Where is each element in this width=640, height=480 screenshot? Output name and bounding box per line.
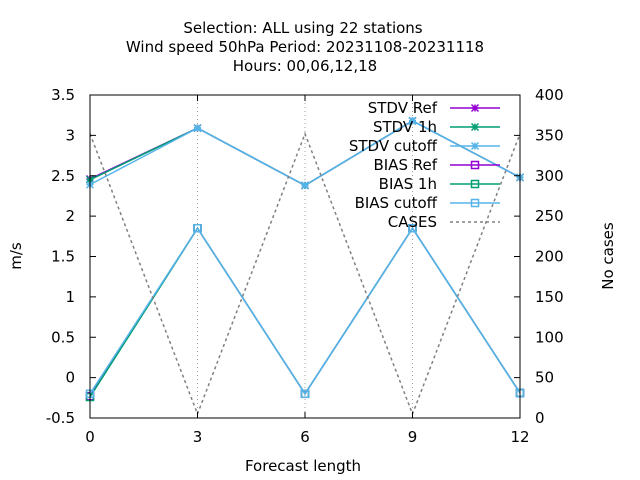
- y-tick-label: 2: [65, 207, 75, 225]
- y2-tick-label: 300: [535, 167, 564, 185]
- axis-ticks: 0 3 6 9 12 -0.5 0 0.5 1 1.5 2 2.5 3 3.5 0 50 100 150 200 25…: [46, 86, 564, 446]
- legend-label: STDV cutoff: [349, 137, 438, 155]
- y-tick-label: 2.5: [51, 167, 75, 185]
- y-tick-label: -0.5: [46, 409, 75, 427]
- title-line-3: Hours: 00,06,12,18: [233, 57, 377, 75]
- y2-axis-label: No cases: [599, 222, 617, 290]
- y2-tick-label: 150: [535, 288, 564, 306]
- legend-label: BIAS Ref: [373, 156, 437, 174]
- y-axis-label: m/s: [7, 242, 25, 270]
- series-line-5: [89, 226, 521, 396]
- y-tick-label: 1.5: [51, 248, 75, 266]
- x-axis-label: Forecast length: [245, 457, 361, 475]
- y2-tick-label: 400: [535, 86, 564, 104]
- series-line-6: [89, 131, 521, 417]
- legend-label: CASES: [388, 213, 437, 231]
- y2-tick-label: 200: [535, 248, 564, 266]
- data-point: [408, 116, 417, 125]
- legend-marker: [470, 198, 480, 208]
- legend-label: BIAS cutoff: [355, 194, 438, 212]
- data-point: [193, 223, 202, 233]
- title-line-1: Selection: ALL using 22 stations: [183, 19, 422, 37]
- y-tick-label: 3: [65, 126, 75, 144]
- x-tick-label: 3: [193, 428, 203, 446]
- x-tick-label: 0: [85, 428, 95, 446]
- title-line-2: Wind speed 50hPa Period: 20231108-202311…: [126, 38, 484, 56]
- data-point: [193, 124, 202, 133]
- y-tick-label: 3.5: [51, 86, 75, 104]
- legend-label: STDV 1h: [373, 118, 437, 136]
- data-point: [408, 223, 417, 233]
- y2-tick-label: 0: [535, 409, 545, 427]
- legend-marker: [470, 141, 480, 151]
- y-tick-label: 0: [65, 369, 75, 387]
- y-tick-label: 0.5: [51, 328, 75, 346]
- y2-tick-label: 350: [535, 126, 564, 144]
- x-tick-label: 12: [510, 428, 529, 446]
- legend-label: STDV Ref: [368, 99, 438, 117]
- y2-tick-label: 50: [535, 369, 554, 387]
- x-tick-label: 6: [300, 428, 310, 446]
- data-point: [300, 389, 310, 399]
- x-tick-label: 9: [408, 428, 418, 446]
- legend-marker: [470, 103, 480, 113]
- chart-title: Selection: ALL using 22 stations Wind sp…: [126, 19, 484, 75]
- series-lines: [85, 116, 525, 417]
- y-tick-label: 1: [65, 288, 75, 306]
- legend-marker: [470, 160, 480, 170]
- y2-tick-label: 100: [535, 328, 564, 346]
- legend-marker: [470, 122, 480, 132]
- legend-label: BIAS 1h: [379, 175, 437, 193]
- legend-marker: [470, 179, 480, 189]
- data-point: [300, 181, 310, 190]
- y2-tick-label: 250: [535, 207, 564, 225]
